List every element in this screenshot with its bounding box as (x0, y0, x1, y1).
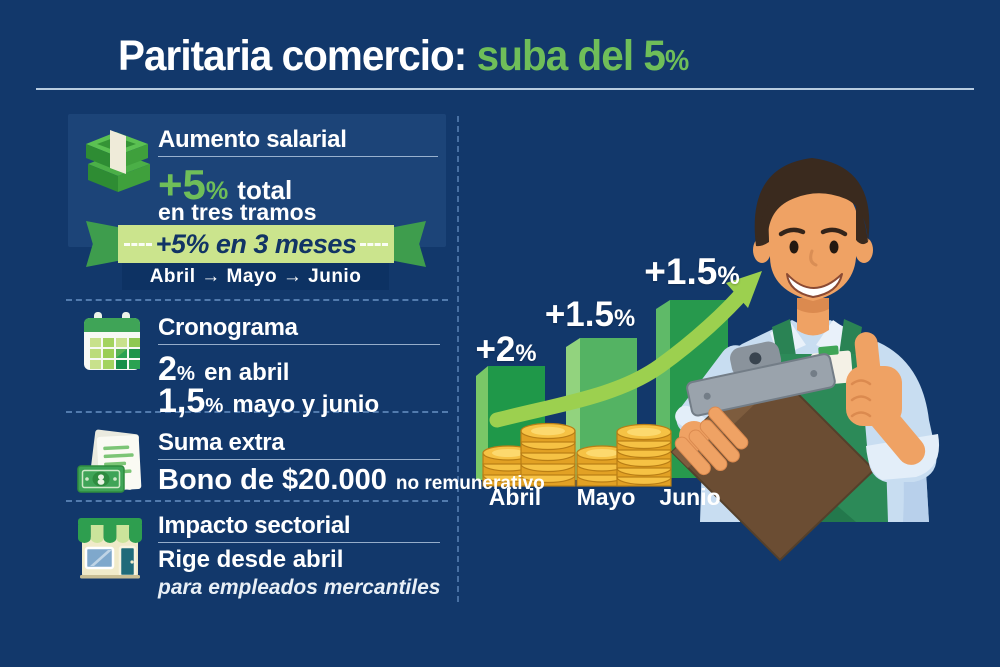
aumento-heading: Aumento salarial (158, 126, 347, 153)
impacto-line1: Rige desde abril (158, 546, 344, 573)
axis-label-abril: Abril (488, 484, 542, 510)
title-divider (36, 88, 974, 90)
ribbon-banner: +5% en 3 meses (118, 225, 394, 263)
impacto-heading: Impacto sectorial (158, 512, 351, 539)
cronograma-row1-rest: en abril (204, 359, 290, 386)
bar-label-mayo-num: +1.5 (544, 295, 614, 334)
bar-label-mayo-pct: % (613, 305, 636, 332)
title-highlight: suba del 5 (476, 32, 666, 80)
cronograma-row1-num: 2 (158, 350, 177, 388)
page-title: Paritaria comercio: suba del 5% (118, 32, 689, 81)
suma-underline (158, 459, 440, 460)
coin-stack-mayo-tall (616, 423, 672, 487)
aumento-pct-sign: % (205, 177, 229, 205)
suma-big: Bono de $20.000 (158, 464, 387, 496)
separator-3 (66, 500, 448, 502)
aumento-line2: en tres tramos (158, 199, 317, 225)
cronograma-underline (158, 344, 440, 345)
bill-icon (77, 465, 125, 493)
suma-line: Bono de $20.000 no remunerativo (158, 464, 545, 497)
bar-label-junio-pct: % (717, 262, 740, 290)
calendar-icon (84, 312, 140, 370)
cronograma-row2-sign: % (205, 395, 224, 417)
cronograma-row2: 1,5% mayo y junio (158, 382, 379, 421)
impacto-underline (158, 542, 440, 543)
separator-1 (66, 299, 448, 301)
bonus-document-icon (77, 429, 142, 493)
cronograma-row2-num: 1,5 (158, 382, 206, 420)
money-stack-icon (86, 130, 150, 192)
separator-2 (66, 411, 448, 413)
cronograma-row2-rest: mayo y junio (232, 391, 380, 418)
ribbon-text: +5% en 3 meses (155, 229, 357, 259)
coin-stack-abril-tall (520, 422, 576, 487)
axis-label-mayo: Mayo (576, 484, 636, 510)
suma-rest: no remunerativo (395, 473, 545, 494)
title-percent: % (664, 45, 689, 77)
ribbon-dash-left (124, 243, 152, 246)
cronograma-row1: 2% en abril (158, 350, 289, 389)
cronograma-row1-sign: % (176, 363, 196, 385)
aumento-pct-num: +5 (158, 161, 206, 208)
months-row: Abril → Mayo → Junio (122, 263, 389, 290)
ribbon-dash-right (360, 243, 388, 246)
cronograma-heading: Cronograma (158, 314, 298, 341)
thumbs-up-hand (846, 332, 940, 482)
bar-label-mayo: +1.5% (544, 295, 636, 335)
impacto-line2: para empleados mercantiles (158, 576, 441, 599)
store-icon (78, 518, 142, 579)
bar-label-abril-num: +2 (475, 330, 516, 369)
aumento-value-line: +5% total (158, 161, 292, 209)
aumento-pct-rest: total (237, 175, 293, 205)
bar-label-abril-pct: % (515, 340, 537, 367)
bar-label-junio: +1.5% (644, 251, 740, 293)
left-hand (674, 406, 749, 476)
bar-label-junio-num: +1.5 (644, 251, 718, 292)
suma-heading: Suma extra (158, 429, 285, 456)
worker-illustration (670, 158, 940, 562)
vertical-divider (457, 116, 459, 602)
bar-label-abril: +2% (470, 330, 542, 370)
aumento-underline (158, 156, 438, 157)
axis-label-junio: Junio (659, 484, 721, 510)
title-main: Paritaria comercio: (118, 32, 467, 80)
trend-arrow-icon (489, 271, 762, 428)
